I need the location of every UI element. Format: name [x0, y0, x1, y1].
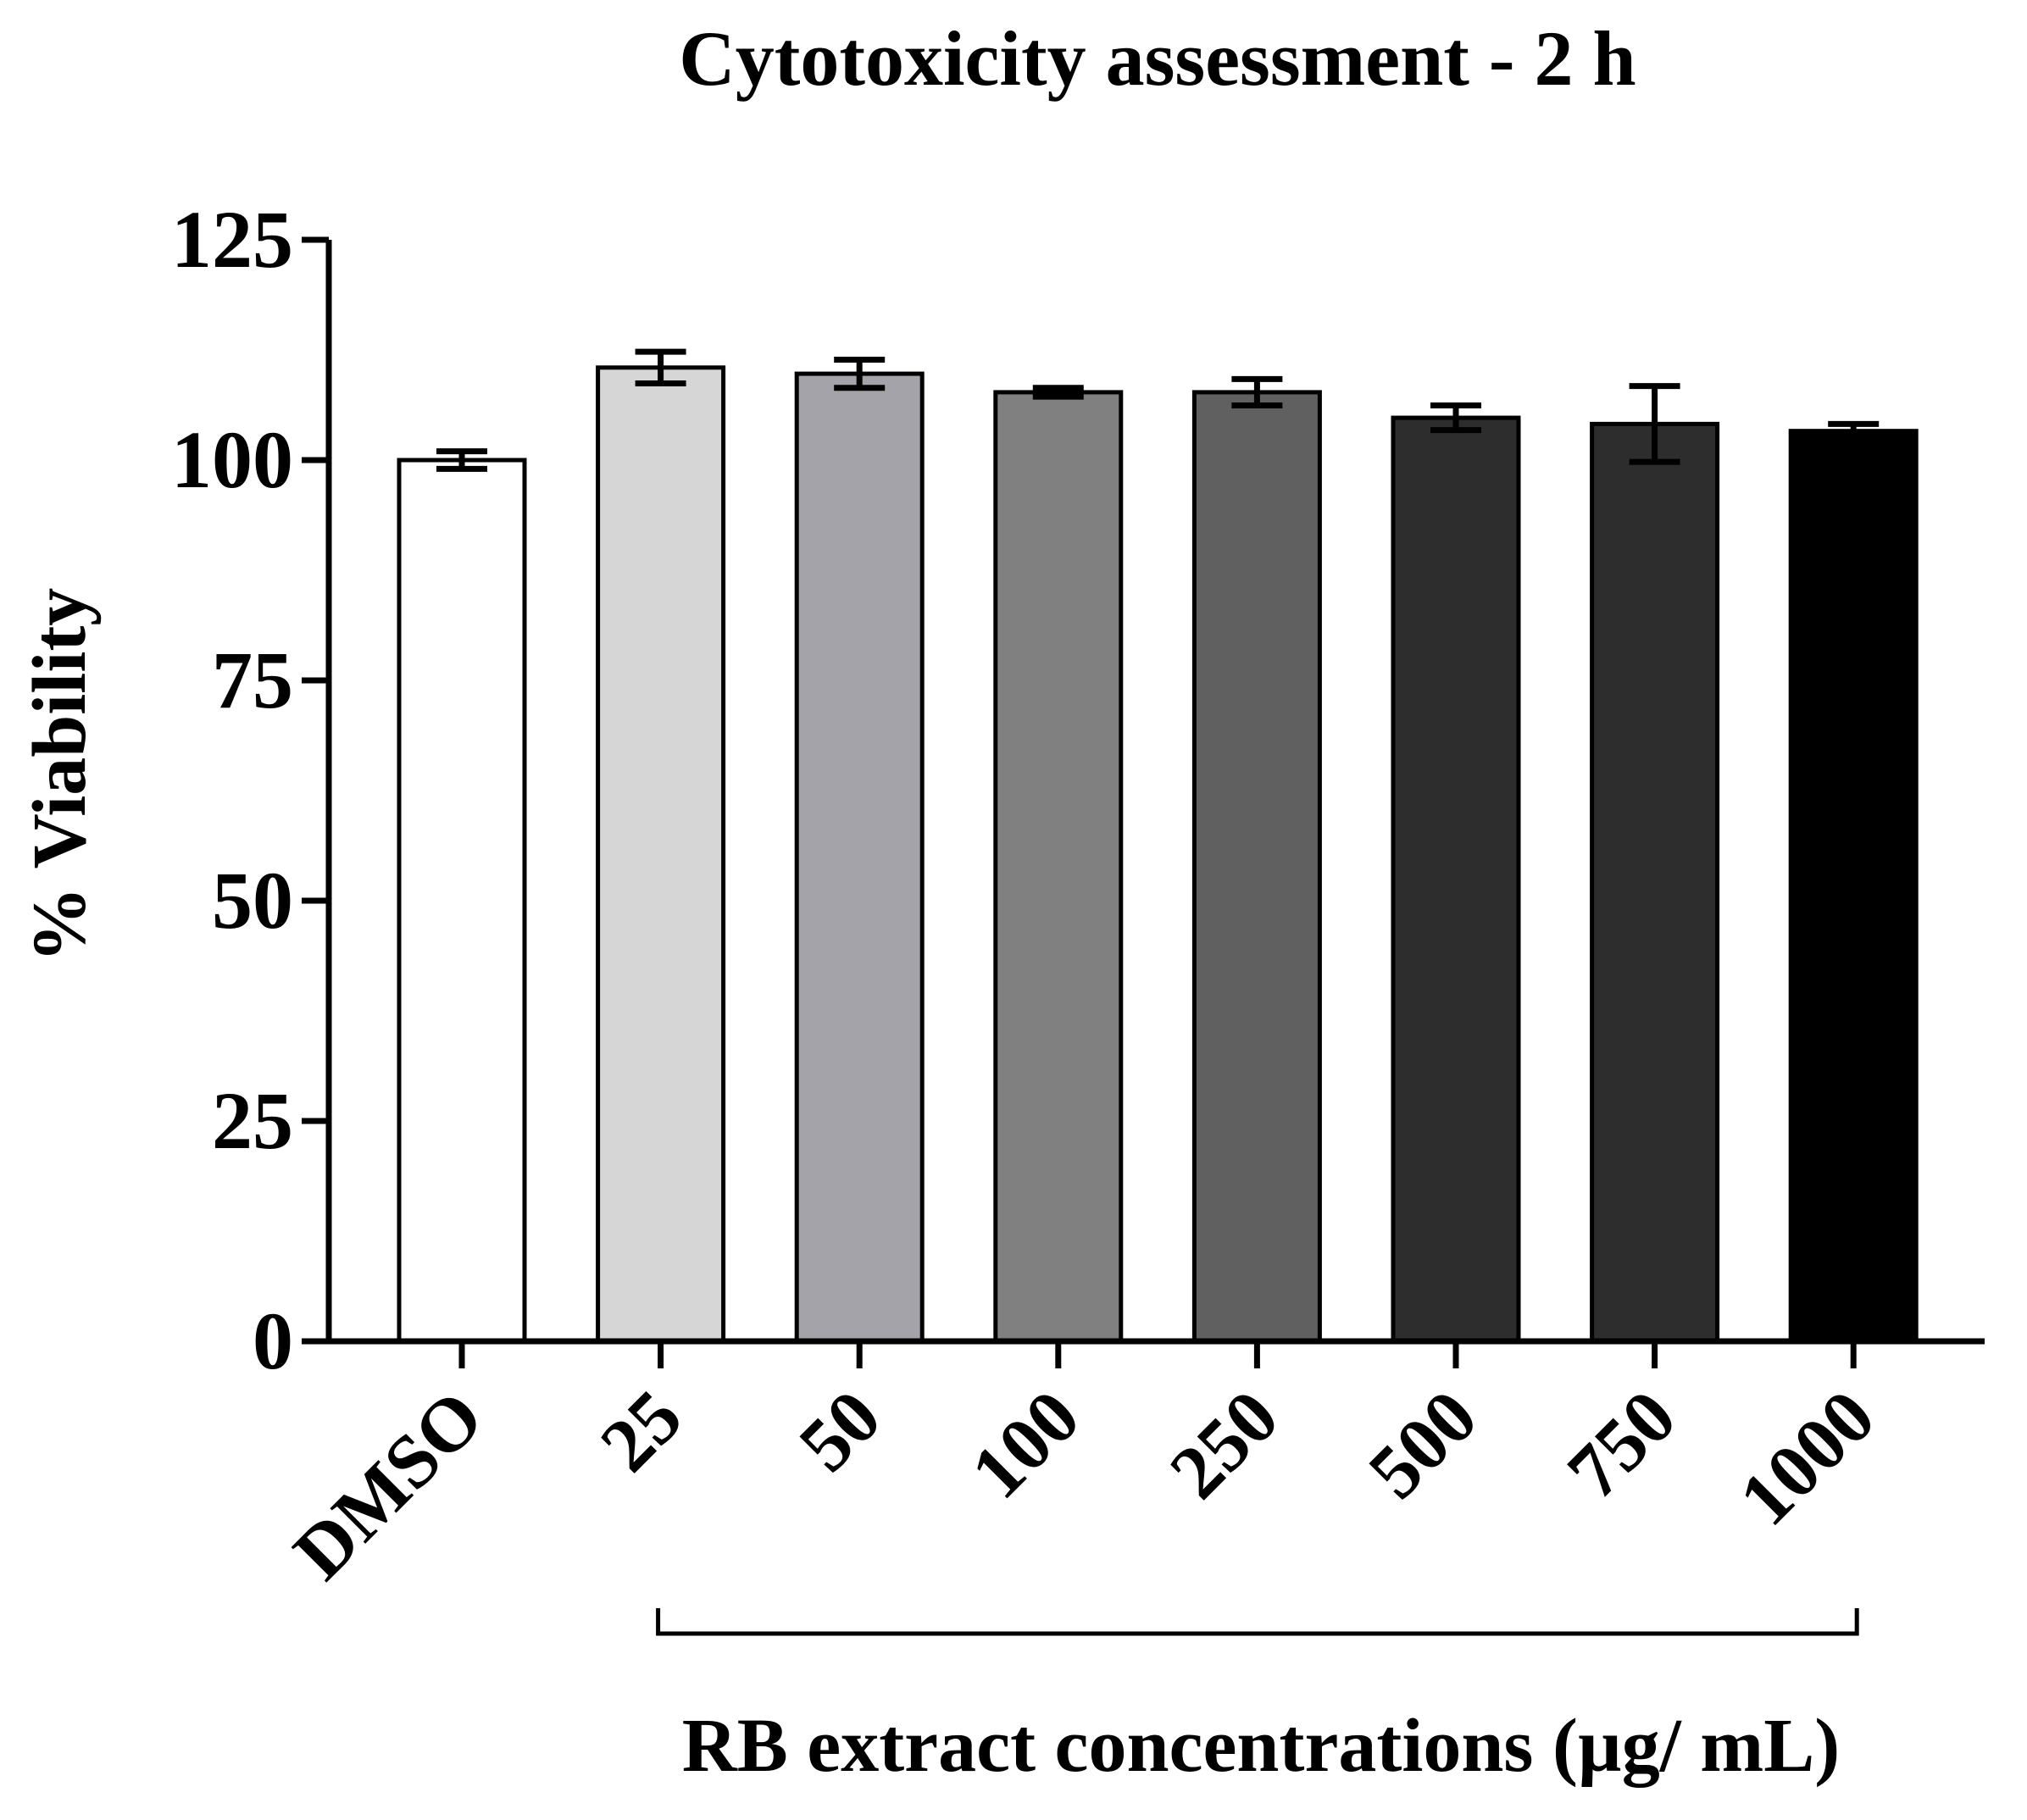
x-axis-label: RB extract concentrations (µg/ mL): [682, 1704, 1841, 1788]
x-tick-label-50: 50: [784, 1374, 897, 1488]
chart-title: Cytotoxicity assessment - 2 h: [679, 15, 1635, 102]
x-tick-label-1000: 1000: [1724, 1374, 1891, 1541]
bar-100: [993, 390, 1124, 1344]
bar-750: [1590, 421, 1720, 1344]
concentration-bracket: [656, 1608, 1859, 1636]
axes-layer: [325, 240, 1985, 1345]
y-tick-label-125: 125: [171, 194, 293, 285]
y-tick-label-100: 100: [171, 414, 293, 505]
error-bar-dmso: [436, 448, 487, 472]
bar-250: [1191, 390, 1322, 1344]
x-tick-label-25: 25: [585, 1374, 698, 1488]
error-bar-25: [635, 348, 686, 387]
x-ticks-layer: DMSO 25 50 100 250 500 750 1000: [278, 1341, 1891, 1595]
error-bar-750: [1629, 383, 1680, 465]
bar-dmso: [397, 458, 527, 1344]
error-bars-layer: [436, 348, 1880, 472]
bar-25: [596, 365, 726, 1344]
error-bar-250: [1231, 375, 1283, 409]
y-axis-label: % Viability: [18, 588, 102, 963]
y-tick-label-50: 50: [212, 855, 293, 946]
x-tick-label-500: 500: [1353, 1374, 1493, 1514]
bar-1000: [1788, 429, 1919, 1344]
y-tick-label-0: 0: [253, 1296, 293, 1386]
y-ticks-layer: 0 25 50 75 100 125: [171, 194, 329, 1386]
error-bar-100: [1032, 385, 1084, 400]
bar-50: [794, 371, 925, 1344]
error-bar-50: [834, 356, 886, 391]
x-tick-label-750: 750: [1552, 1374, 1691, 1514]
y-tick-label-75: 75: [212, 635, 293, 725]
error-bar-500: [1430, 402, 1481, 434]
bar-500: [1391, 415, 1521, 1344]
x-tick-label-100: 100: [955, 1374, 1095, 1514]
x-tick-label-250: 250: [1154, 1374, 1294, 1514]
bars-layer: [397, 365, 1919, 1344]
error-bar-1000: [1828, 420, 1880, 441]
y-tick-label-25: 25: [212, 1075, 293, 1166]
x-tick-label-dmso: DMSO: [278, 1374, 499, 1595]
